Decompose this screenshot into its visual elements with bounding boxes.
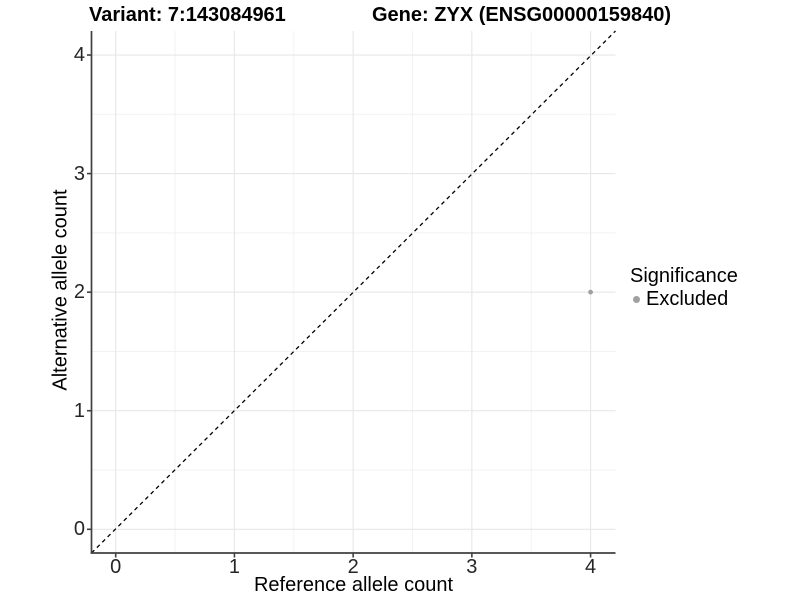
variant-title: Variant: 7:143084961 <box>89 4 286 26</box>
y-tick-label: 4 <box>73 44 85 67</box>
x-tick-label: 1 <box>228 556 240 578</box>
gene-title: Gene: ZYX (ENSG00000159840) <box>372 4 672 26</box>
legend-title: Significance <box>630 265 738 287</box>
y-tick-label: 2 <box>73 281 85 304</box>
data-point <box>588 289 593 295</box>
y-tick-label: 0 <box>73 518 85 541</box>
identity-dashed-line <box>91 30 616 554</box>
x-tick-label: 3 <box>466 556 478 578</box>
legend: Significance Excluded <box>630 265 738 310</box>
y-tick-label: 3 <box>73 162 85 185</box>
legend-item-excluded: Excluded <box>630 288 738 310</box>
x-tick-label: 0 <box>110 556 122 578</box>
x-tick-label: 2 <box>347 556 359 578</box>
legend-item-label: Excluded <box>646 288 729 310</box>
legend-point-icon <box>633 295 640 303</box>
x-tick-label: 4 <box>585 556 597 578</box>
x-axis-title: Reference allele count <box>253 574 453 596</box>
y-tick-label: 1 <box>73 399 85 422</box>
